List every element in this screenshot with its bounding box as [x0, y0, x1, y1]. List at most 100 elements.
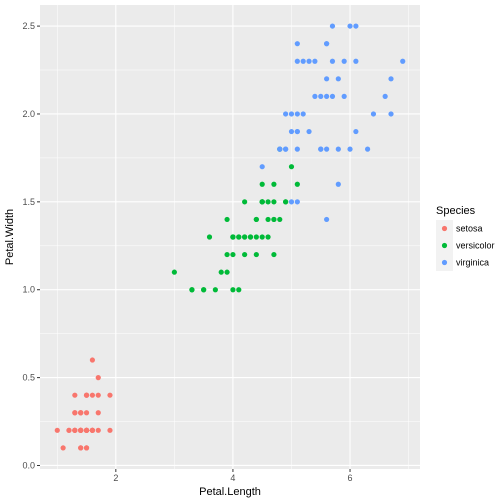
virginica-point	[324, 76, 330, 82]
legend-key-versicolor	[441, 242, 448, 249]
y-tick-label: 1.0	[22, 285, 35, 295]
virginica-point	[324, 93, 330, 99]
virginica-point	[294, 41, 300, 47]
virginica-point	[288, 128, 295, 135]
setosa-point	[107, 427, 113, 433]
virginica-point	[288, 199, 295, 205]
setosa-point	[95, 375, 101, 381]
virginica-point	[259, 164, 265, 170]
virginica-point	[353, 128, 359, 135]
versicolor-point	[212, 287, 218, 293]
legend: Species setosa versicolor virginica	[436, 205, 495, 271]
versicolor-point	[259, 181, 265, 187]
virginica-point	[388, 111, 394, 117]
versicolor-point	[230, 287, 236, 293]
virginica-point	[335, 76, 341, 82]
x-axis-title: Petal.Length	[199, 486, 261, 498]
versicolor-point	[242, 251, 248, 258]
versicolor-point	[253, 234, 259, 240]
virginica-point	[329, 23, 336, 29]
virginica-point	[312, 93, 318, 99]
virginica-point	[324, 216, 330, 223]
setosa-point	[83, 410, 90, 416]
virginica-point	[347, 146, 353, 152]
setosa-point	[78, 410, 84, 416]
virginica-point	[382, 93, 388, 99]
legend-title: Species	[436, 205, 476, 217]
versicolor-point	[294, 181, 300, 187]
virginica-point	[283, 146, 289, 152]
setosa-point	[89, 392, 96, 398]
y-tick-label: 1.5	[22, 197, 35, 207]
minor-gridlines	[40, 5, 420, 469]
virginica-point	[335, 146, 341, 152]
legend-label-setosa: setosa	[456, 224, 483, 234]
virginica-point	[341, 93, 347, 99]
virginica-point	[294, 128, 300, 135]
versicolor-point	[271, 199, 277, 205]
virginica-point	[324, 146, 330, 152]
setosa-point	[60, 445, 66, 451]
data-points	[54, 23, 406, 451]
setosa-point	[95, 392, 101, 398]
virginica-point	[353, 23, 359, 29]
versicolor-point	[189, 287, 195, 293]
setosa-point	[78, 445, 84, 451]
virginica-point	[288, 111, 295, 117]
versicolor-point	[259, 234, 265, 240]
versicolor-point	[206, 234, 213, 240]
setosa-point	[72, 410, 78, 416]
setosa-point	[95, 427, 101, 433]
setosa-point	[72, 427, 78, 433]
versicolor-point	[265, 216, 271, 223]
versicolor-point	[218, 269, 224, 275]
y-axis: 0.0 0.5 1.0 1.5 2.0 2.5	[22, 21, 40, 470]
virginica-point	[312, 58, 318, 64]
panel-background	[40, 5, 420, 469]
setosa-point	[83, 445, 90, 451]
versicolor-point	[253, 251, 259, 258]
virginica-point	[294, 111, 300, 117]
versicolor-point	[277, 216, 283, 223]
versicolor-point	[271, 216, 277, 223]
setosa-point	[78, 427, 84, 433]
versicolor-point	[201, 287, 207, 293]
virginica-point	[300, 111, 306, 117]
y-tick-label: 2.5	[22, 21, 35, 31]
x-tick-label: 6	[348, 473, 353, 483]
versicolor-point	[230, 251, 236, 258]
versicolor-point	[224, 269, 230, 275]
setosa-point	[89, 357, 96, 363]
virginica-point	[335, 181, 341, 187]
y-tick-label: 0.5	[22, 373, 35, 383]
virginica-point	[388, 76, 394, 82]
legend-key-setosa	[441, 225, 448, 232]
virginica-point	[329, 93, 336, 99]
virginica-point	[294, 199, 300, 205]
versicolor-point	[224, 251, 230, 258]
x-tick-label: 2	[113, 473, 118, 483]
virginica-point	[306, 58, 312, 64]
setosa-point	[83, 392, 90, 398]
virginica-point	[353, 58, 359, 64]
virginica-point	[329, 58, 336, 64]
setosa-point	[95, 410, 101, 416]
virginica-point	[341, 58, 347, 64]
versicolor-point	[230, 234, 236, 240]
setosa-point	[89, 427, 96, 433]
virginica-point	[300, 58, 306, 64]
versicolor-point	[171, 269, 177, 275]
x-tick-label: 4	[230, 473, 235, 483]
versicolor-point	[236, 287, 242, 293]
versicolor-point	[236, 234, 242, 240]
virginica-point	[294, 146, 300, 152]
versicolor-point	[242, 199, 248, 205]
versicolor-point	[259, 199, 265, 205]
virginica-point	[294, 58, 300, 64]
versicolor-point	[253, 216, 259, 223]
setosa-point	[54, 427, 60, 433]
setosa-point	[83, 427, 90, 433]
virginica-point	[347, 23, 353, 29]
virginica-point	[364, 146, 371, 152]
